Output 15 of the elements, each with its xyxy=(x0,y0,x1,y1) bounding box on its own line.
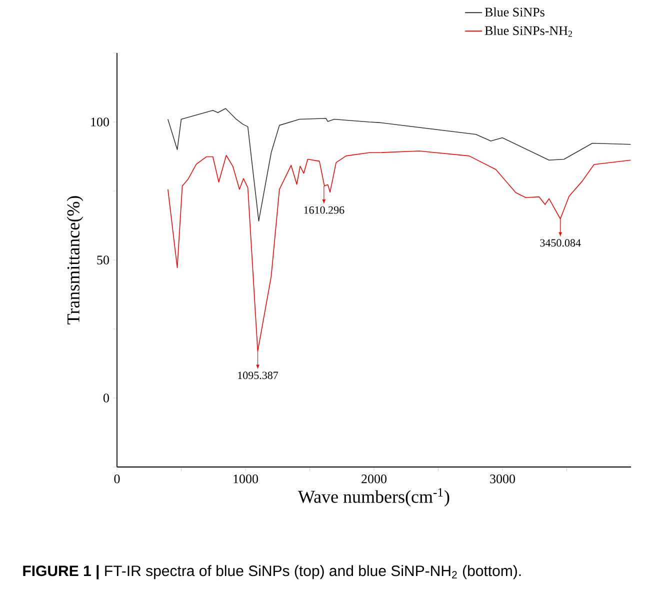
x-axis-title: Wave numbers(cm$^{-1}$) xyxy=(298,488,450,507)
y-axis-title: Transmittance(%) xyxy=(66,196,84,324)
x-tick-label: 3000 xyxy=(490,474,516,484)
annotation: 1610.296 xyxy=(304,206,344,214)
y-tick-label: 100 xyxy=(91,118,109,126)
x-tick-label: 0 xyxy=(114,474,120,484)
annotation: 1095.387 xyxy=(238,372,278,380)
y-tick-label: 0 xyxy=(103,394,109,402)
annotation: 3450.084 xyxy=(540,239,581,247)
legend-label: Blue SiNPs-NH$_{2}$ xyxy=(484,26,572,37)
x-tick-label: 1000 xyxy=(234,474,258,484)
x-tick-label: 2000 xyxy=(362,474,386,484)
text: FIGURE 1 | FT-IR spectra of blue SiNPs (top) and blue SiNP-NH$_{2}$ (bottom). xyxy=(23,565,521,580)
legend-label: Blue SiNPs xyxy=(484,7,544,17)
y-tick-label: 50 xyxy=(97,256,109,264)
